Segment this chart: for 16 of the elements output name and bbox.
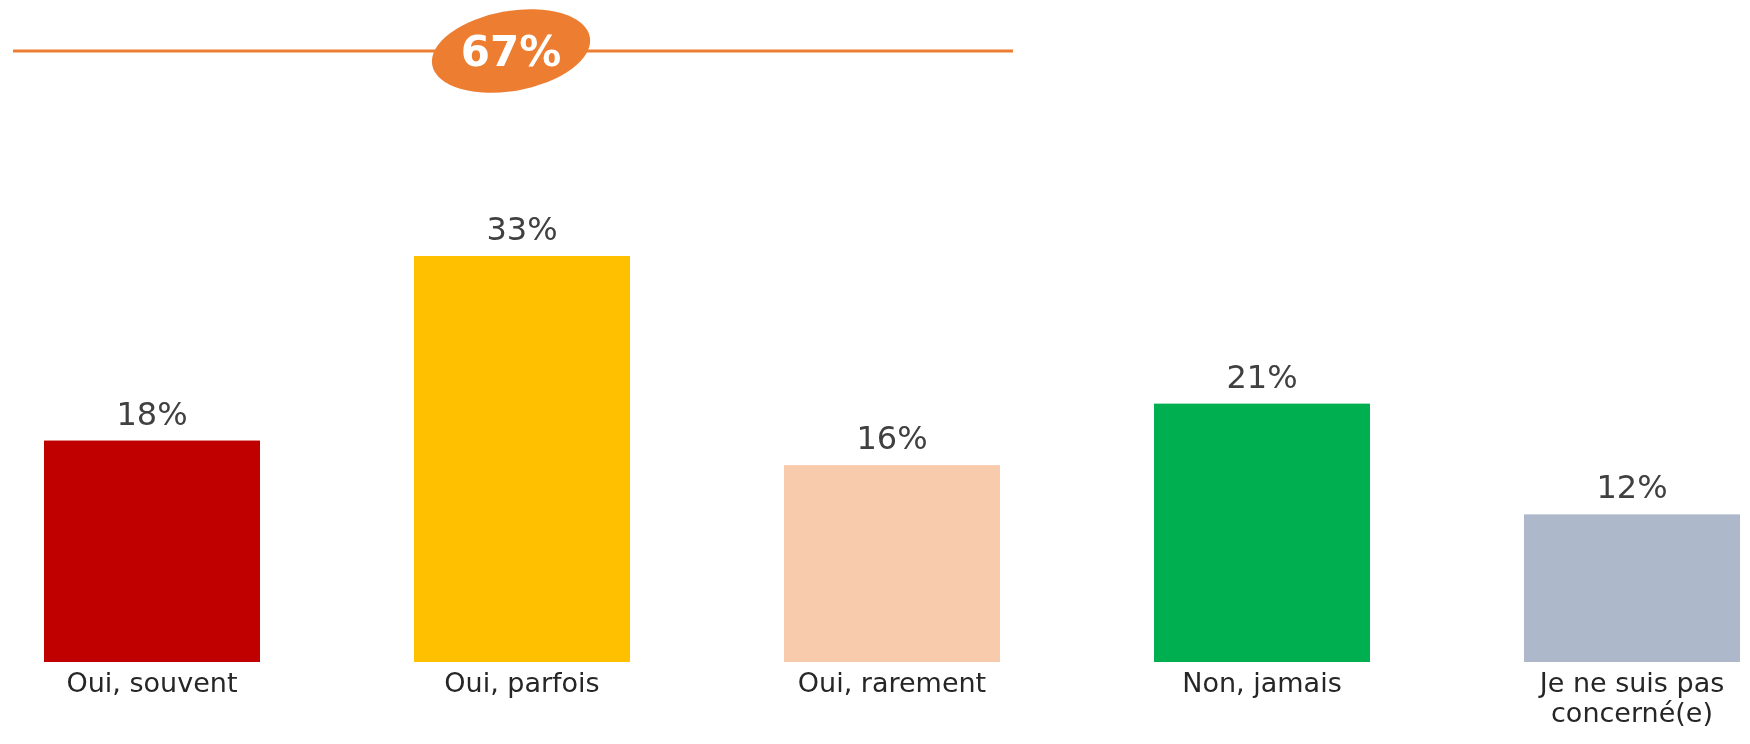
- data-label: 16%: [856, 419, 928, 458]
- data-label: 12%: [1596, 468, 1668, 507]
- x-tick-label: Je ne suis pas concerné(e): [1537, 667, 1725, 728]
- bar: [44, 440, 260, 662]
- data-label: 18%: [116, 394, 188, 433]
- data-label: 21%: [1226, 357, 1298, 396]
- bar: [784, 465, 1000, 662]
- text: 67%: [460, 27, 562, 76]
- x-tick-label: Oui, rarement: [797, 667, 987, 698]
- x-tick-label: Oui, souvent: [66, 667, 238, 698]
- bar: [414, 256, 630, 662]
- data-label: 33%: [486, 210, 558, 248]
- bar: [1524, 514, 1740, 662]
- x-tick-label: Oui, parfois: [444, 667, 600, 698]
- x-tick-label: Non, jamais: [1182, 667, 1342, 698]
- bar: [1154, 403, 1370, 662]
